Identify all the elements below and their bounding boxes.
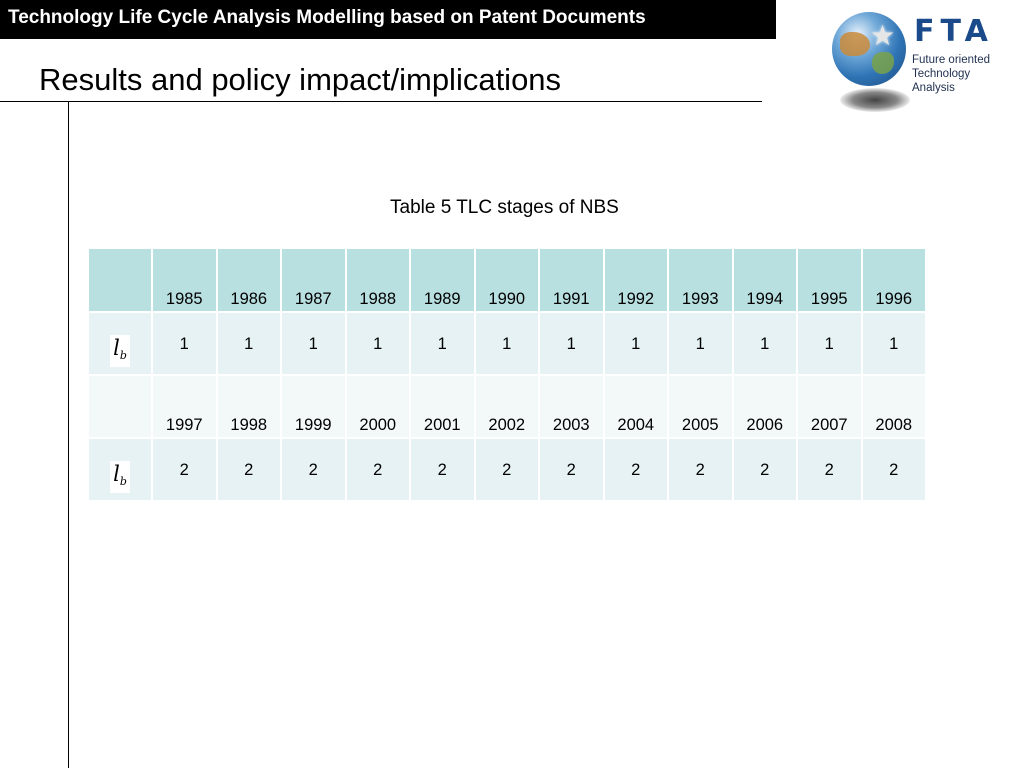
table-row: 1997 1998 1999 2000 2001 2002 2003 2004 … [89,376,925,437]
table-corner-cell [89,249,151,311]
row-label-lb: lb [89,313,151,374]
fta-logo: ★ FTA Future oriented Technology Analysi… [826,8,1016,120]
row-label-lb: lb [89,439,151,500]
globe-star-icon: ★ [832,12,906,86]
table-caption: Table 5 TLC stages of NBS [390,197,619,218]
title-banner: Technology Life Cycle Analysis Modelling… [0,0,776,39]
tlc-stages-table: 1985 1986 1987 1988 1989 1990 1991 1992 … [87,247,927,502]
logo-shadow [840,88,910,112]
horizontal-divider [0,101,762,102]
lb-symbol: lb [110,334,130,367]
table-row: lb 1 1 1 1 1 1 1 1 1 1 1 1 [89,313,925,374]
logo-subtitle: Future oriented Technology Analysis [912,54,990,94]
slide-title: Results and policy impact/implications [39,62,562,97]
logo-letters: FTA [914,14,994,49]
table-row: 1985 1986 1987 1988 1989 1990 1991 1992 … [89,249,925,311]
vertical-divider [68,101,69,768]
lb-symbol: lb [110,460,130,493]
table-empty-cell [89,376,151,437]
table-row: lb 2 2 2 2 2 2 2 2 2 2 2 2 [89,439,925,500]
